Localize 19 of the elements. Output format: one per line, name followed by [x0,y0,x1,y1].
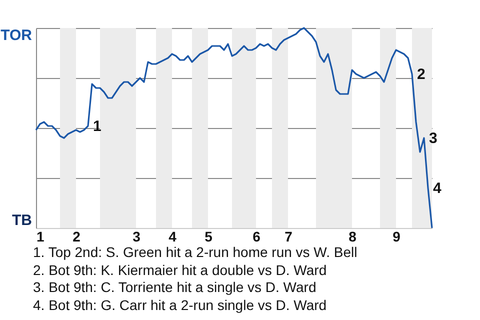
text: 3. Bot 9th: C. Torriente hit a single vs D. Ward [33,279,318,296]
text: 1. Top 2nd: S. Green hit a 2-run home run vs W. Bell [33,244,358,262]
annotation: 1 [93,118,102,135]
x-tick-label: 3 [132,228,141,244]
text: TOR [0,27,32,44]
text: TB [12,212,32,229]
text: 2. Bot 9th: K. Kiermaier hit a double vs D. Ward [33,262,328,279]
x-tick-label: 4 [168,228,177,244]
x-tick-label: 1 [36,228,44,244]
text: 4 [433,180,442,197]
x-tick-label: 6 [252,228,261,244]
x-tick-label: 2 [72,228,81,244]
text: 4. Bot 9th: G. Carr hit a 2-run single vs D. Ward [33,296,328,314]
x-tick-label: 5 [204,228,213,244]
annotation: 3 [429,130,438,147]
x-tick-label: 7 [284,228,293,244]
x-tick-label: 8 [348,228,357,244]
annotation: 2 [417,66,426,83]
x-tick-label: 9 [392,228,401,244]
